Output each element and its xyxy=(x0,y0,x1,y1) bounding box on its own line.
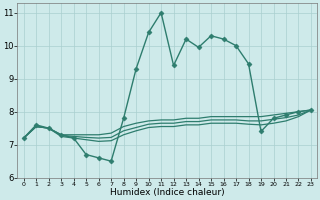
X-axis label: Humidex (Indice chaleur): Humidex (Indice chaleur) xyxy=(110,188,225,197)
